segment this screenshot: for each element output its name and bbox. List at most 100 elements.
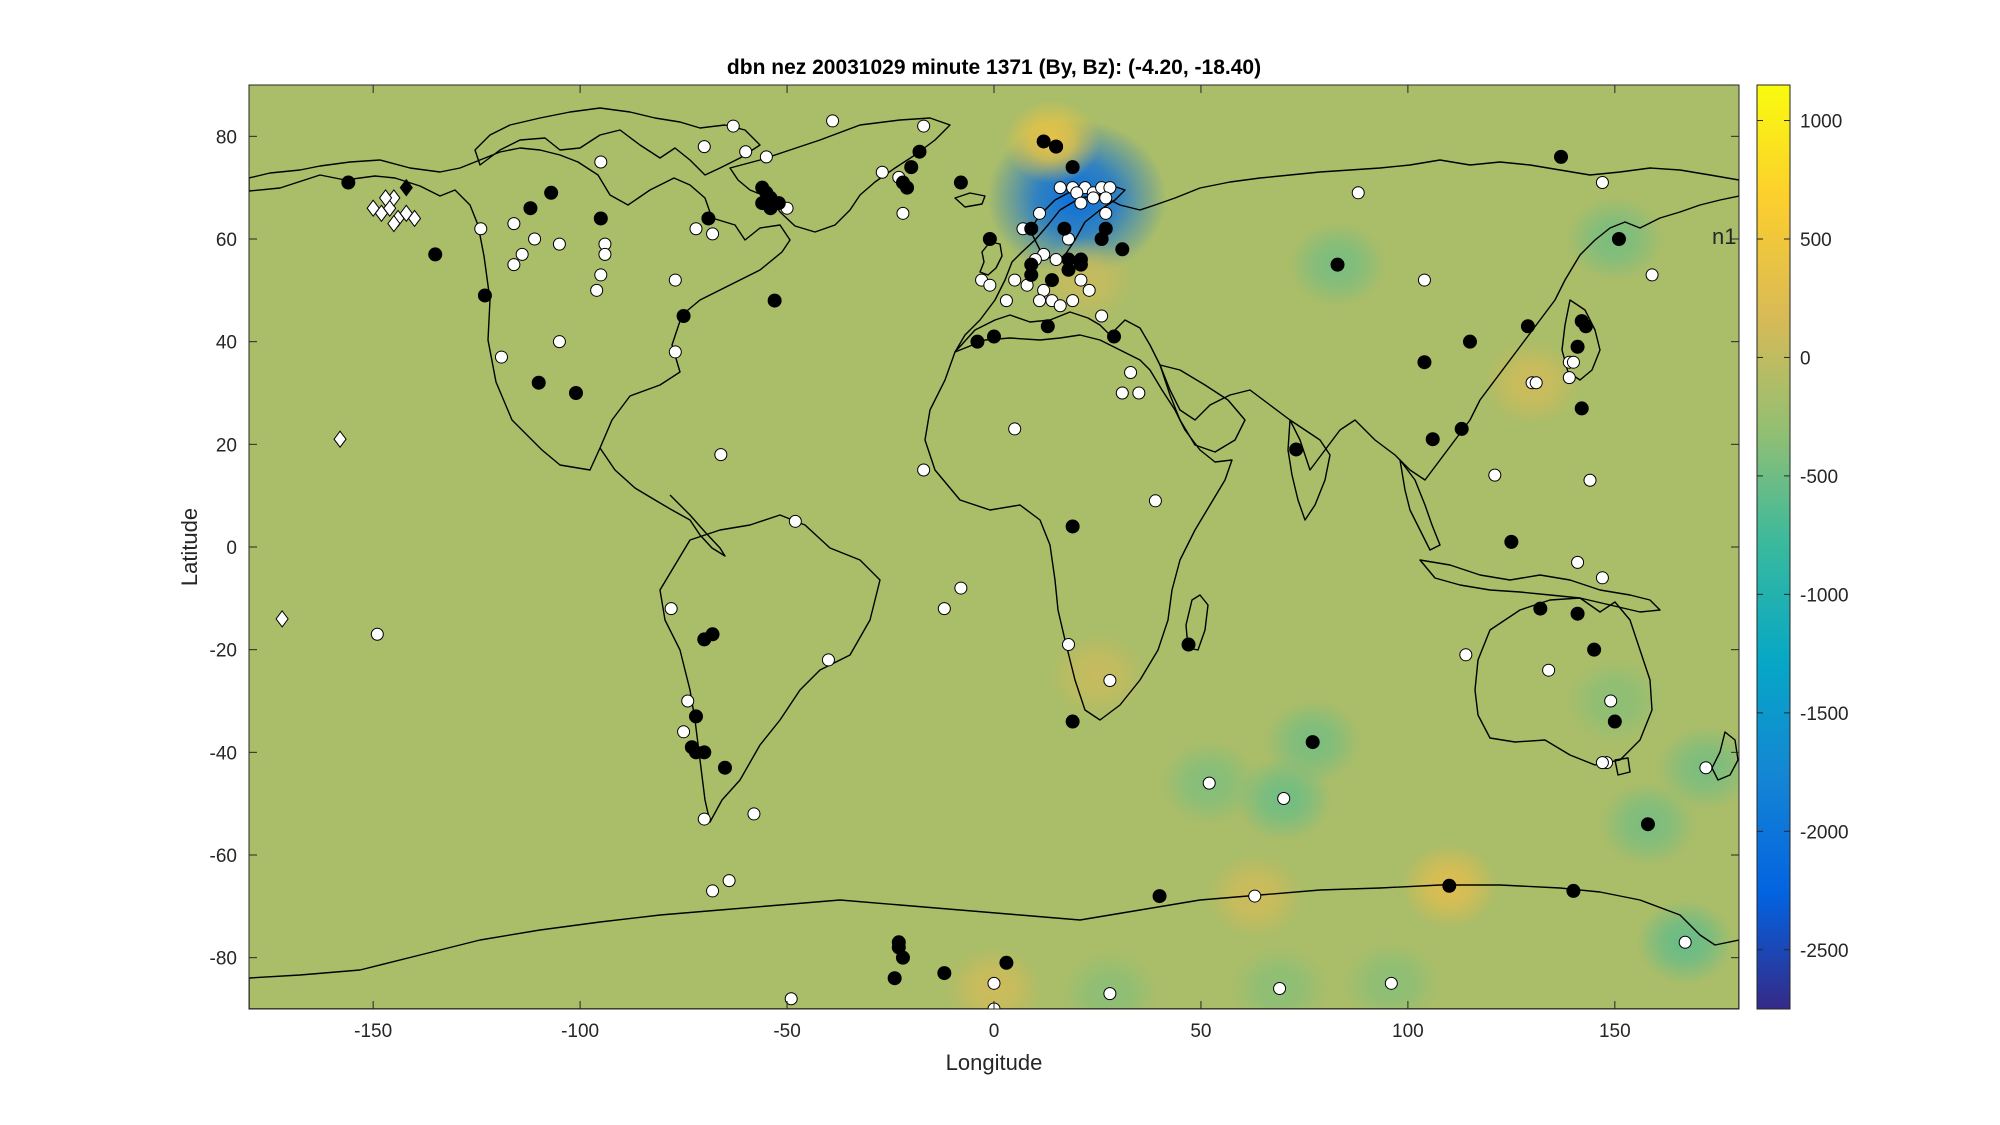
station-marker-black bbox=[1578, 319, 1593, 334]
station-marker-white bbox=[664, 602, 678, 616]
station-marker-black bbox=[1462, 334, 1477, 349]
station-marker-white bbox=[681, 694, 695, 708]
station-marker-white bbox=[1103, 987, 1117, 1001]
station-marker-black bbox=[689, 709, 703, 724]
station-marker-black bbox=[697, 745, 712, 760]
station-marker-black bbox=[1611, 232, 1626, 246]
coast-africa bbox=[924, 334, 1233, 721]
y-axis-label: Latitude bbox=[177, 508, 202, 586]
annotation-label: n1 bbox=[1712, 224, 1736, 249]
station-marker-black bbox=[1330, 257, 1345, 272]
station-marker-black bbox=[1065, 714, 1080, 729]
y-tick-label: 0 bbox=[226, 538, 237, 559]
station-marker-white bbox=[1062, 638, 1075, 652]
station-marker-black bbox=[676, 309, 691, 323]
station-marker-white bbox=[1542, 663, 1556, 677]
coast-australia bbox=[1474, 597, 1653, 766]
station-marker-white bbox=[1566, 355, 1580, 369]
station-marker-black bbox=[887, 971, 902, 986]
station-marker-white bbox=[1074, 196, 1088, 210]
station-marker-black bbox=[705, 627, 720, 642]
station-marker-white bbox=[714, 448, 728, 462]
station-marker-black bbox=[593, 211, 608, 226]
station-marker-black bbox=[1442, 878, 1457, 893]
stations bbox=[275, 114, 1713, 1009]
y-tick-label: -40 bbox=[210, 743, 237, 764]
y-tick-label: -80 bbox=[210, 949, 237, 970]
station-marker-black bbox=[900, 180, 915, 195]
station-marker-black bbox=[341, 175, 356, 190]
station-marker-black bbox=[904, 160, 919, 175]
station-marker-black bbox=[1607, 714, 1622, 729]
station-marker-black bbox=[1065, 160, 1080, 175]
colorbar-tick-label: -1000 bbox=[1800, 585, 1849, 606]
station-marker-white bbox=[689, 222, 703, 236]
station-marker-white bbox=[1082, 283, 1096, 297]
station-marker-white bbox=[1202, 776, 1216, 790]
station-marker-white bbox=[1132, 386, 1146, 400]
station-marker-black bbox=[1073, 257, 1088, 272]
field-anomalies bbox=[945, 99, 1739, 1009]
station-marker-white bbox=[1074, 273, 1088, 287]
station-marker-black bbox=[895, 950, 910, 965]
station-marker-white bbox=[1571, 555, 1585, 569]
station-marker-black bbox=[1115, 242, 1130, 257]
x-tick-label: 100 bbox=[1392, 1021, 1424, 1042]
station-marker-black bbox=[1570, 339, 1585, 354]
station-marker-white bbox=[917, 119, 931, 133]
station-marker-white bbox=[875, 165, 889, 179]
station-marker-black bbox=[953, 175, 968, 190]
station-marker-black bbox=[1417, 355, 1432, 370]
station-marker-white bbox=[668, 273, 682, 287]
field-anomaly bbox=[1343, 941, 1440, 1009]
station-marker-black bbox=[717, 760, 732, 775]
station-marker-white bbox=[507, 258, 521, 272]
x-tick-label: 0 bbox=[989, 1021, 1000, 1042]
station-marker-black bbox=[1570, 606, 1585, 621]
station-marker-white bbox=[1417, 273, 1431, 287]
station-marker-white bbox=[726, 119, 740, 133]
station-marker-white bbox=[1384, 976, 1398, 990]
station-diamond-white bbox=[407, 209, 422, 228]
station-marker-white bbox=[1066, 294, 1080, 308]
station-marker-white bbox=[528, 232, 542, 246]
station-marker-black bbox=[912, 144, 927, 159]
station-marker-black bbox=[1181, 637, 1196, 652]
station-marker-white bbox=[1459, 648, 1473, 662]
field-anomaly bbox=[1231, 946, 1328, 1009]
x-tick-label: -100 bbox=[561, 1021, 599, 1042]
station-marker-white bbox=[983, 278, 997, 292]
station-marker-black bbox=[1533, 601, 1548, 616]
station-marker-white bbox=[1008, 273, 1022, 287]
station-marker-black bbox=[1024, 221, 1039, 236]
colorbar-tick-label: 0 bbox=[1800, 348, 1811, 369]
station-marker-black bbox=[987, 329, 1001, 344]
station-marker-white bbox=[494, 350, 508, 364]
station-diamond-white bbox=[378, 189, 393, 207]
x-axis-label: Longitude bbox=[946, 1050, 1043, 1075]
station-marker-white bbox=[999, 294, 1013, 308]
station-marker-black bbox=[1107, 329, 1122, 344]
station-marker-white bbox=[706, 227, 720, 241]
coast-antarctica bbox=[249, 884, 1739, 1009]
station-marker-black bbox=[1520, 319, 1535, 334]
x-tick-label: 50 bbox=[1190, 1021, 1211, 1042]
station-marker-white bbox=[937, 602, 951, 616]
station-marker-black bbox=[428, 247, 443, 262]
station-marker-black bbox=[1574, 401, 1589, 416]
station-marker-white bbox=[1562, 371, 1576, 385]
coast-arctic-islands bbox=[474, 107, 761, 176]
station-marker-white bbox=[1351, 186, 1365, 200]
station-marker-white bbox=[1595, 756, 1609, 770]
station-marker-white bbox=[1053, 299, 1067, 313]
station-marker-white bbox=[1583, 473, 1597, 487]
chart-title: dbn nez 20031029 minute 1371 (By, Bz): (… bbox=[727, 56, 1261, 79]
station-marker-black bbox=[1152, 889, 1167, 904]
station-marker-black bbox=[1036, 134, 1051, 149]
colorbar-tick-label: 500 bbox=[1800, 230, 1832, 251]
station-marker-black bbox=[1554, 149, 1569, 164]
colorbar-tick-label: -2500 bbox=[1800, 941, 1849, 962]
station-marker-black bbox=[701, 211, 716, 226]
station-marker-black bbox=[1049, 139, 1064, 154]
station-marker-white bbox=[1033, 294, 1047, 308]
